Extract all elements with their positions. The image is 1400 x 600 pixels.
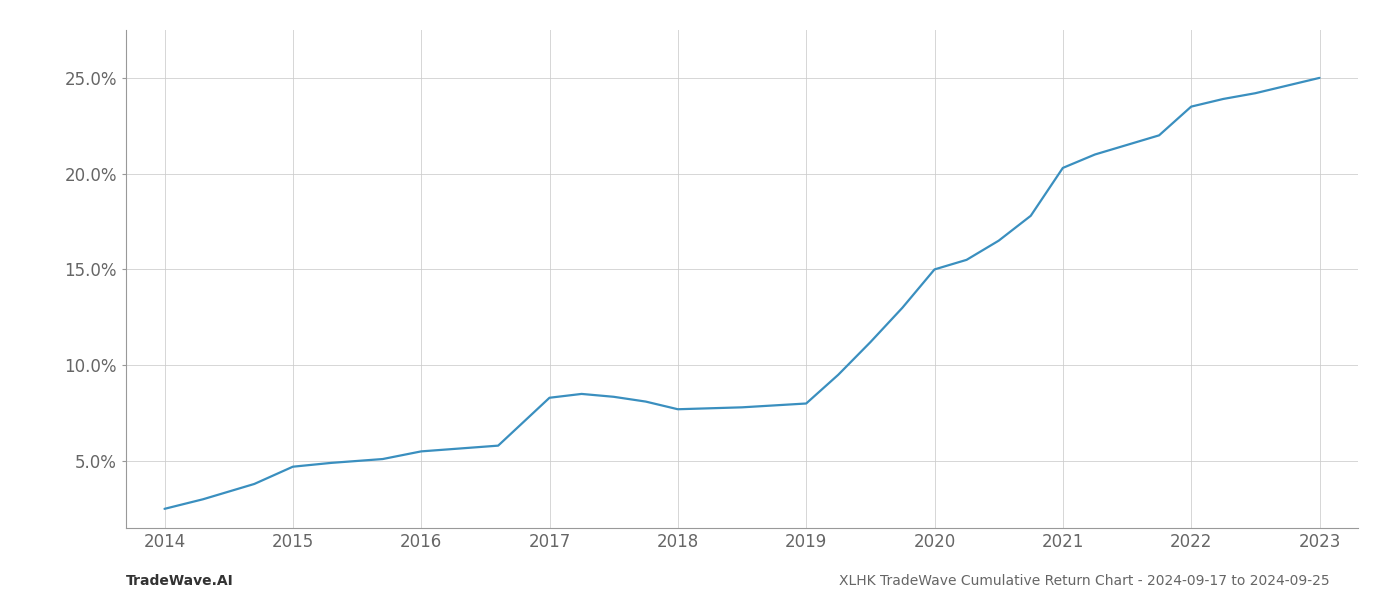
Text: XLHK TradeWave Cumulative Return Chart - 2024-09-17 to 2024-09-25: XLHK TradeWave Cumulative Return Chart -…	[840, 574, 1330, 588]
Text: TradeWave.AI: TradeWave.AI	[126, 574, 234, 588]
